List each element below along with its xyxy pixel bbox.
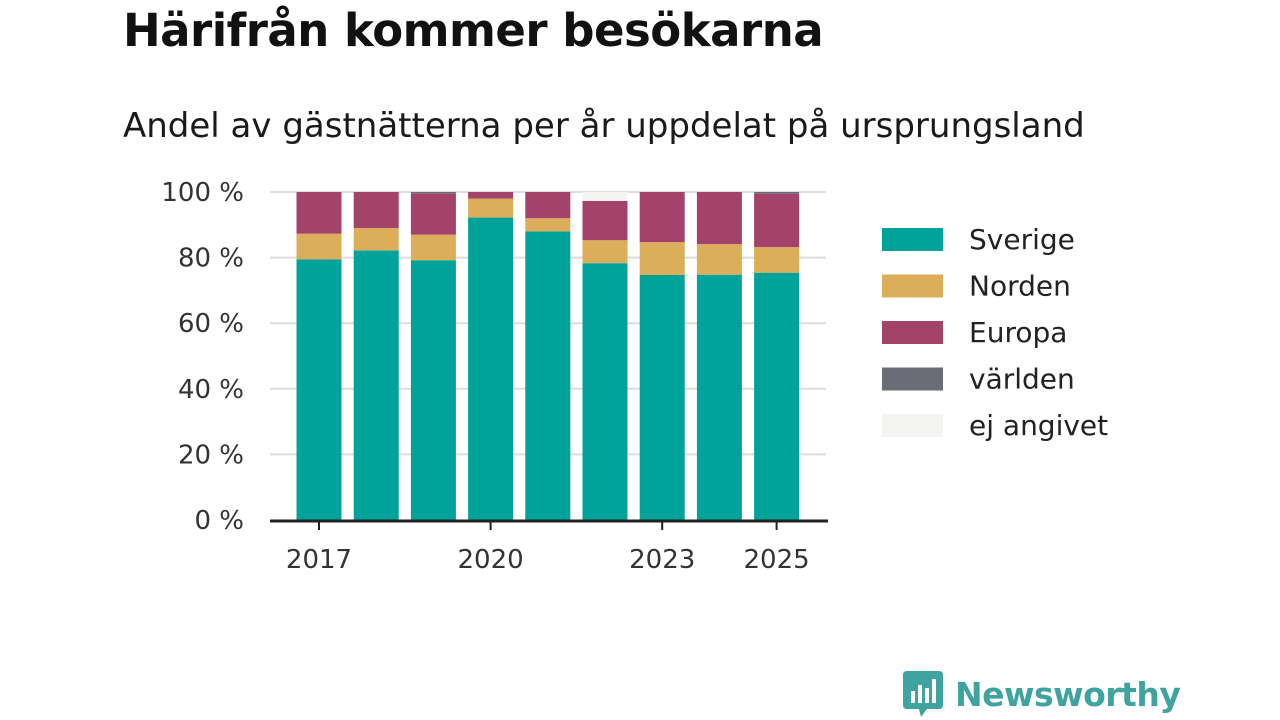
bar-segment — [525, 192, 571, 219]
brand-name: Newsworthy — [955, 674, 1181, 714]
x-tick-label: 2023 — [629, 545, 695, 575]
bar-segment — [582, 263, 628, 520]
bar-segment — [468, 217, 514, 521]
bar-segment — [410, 234, 456, 261]
chart-title: Härifrån kommer besökarna — [123, 4, 824, 57]
bar-segment — [353, 192, 399, 229]
bar-segment — [410, 192, 456, 194]
legend-swatch — [882, 321, 943, 344]
legend-swatch — [882, 367, 943, 391]
bar-segment — [639, 242, 685, 275]
stacked-bar-chart: 0 % 20 % 40 % 60 % 80 % 100 % 2017 2020 2023 2025… — [161, 178, 1108, 575]
bar-segment — [468, 192, 514, 199]
legend-label: Europa — [969, 316, 1067, 349]
bar-segment — [296, 192, 342, 234]
y-tick-label: 80 % — [178, 244, 244, 274]
bar-segment — [639, 192, 685, 243]
legend-swatch — [882, 274, 943, 298]
x-tick-label: 2025 — [744, 545, 810, 575]
bar-segment — [525, 218, 571, 232]
x-tick-label: 2020 — [458, 545, 524, 575]
y-tick-label: 60 % — [178, 309, 244, 339]
newsworthy-logo-icon — [903, 671, 943, 717]
y-tick-label: 0 % — [194, 506, 244, 536]
bar-segment — [468, 198, 514, 218]
bar-segment — [639, 274, 685, 520]
y-tick-label: 20 % — [178, 440, 244, 470]
bar-segment — [754, 247, 800, 273]
x-tick-label: 2017 — [286, 545, 352, 575]
legend-swatch — [882, 228, 943, 251]
legend: Sverige Norden Europa världen ej angivet — [882, 223, 1108, 442]
bar-segment — [582, 200, 628, 241]
bar-segment — [754, 193, 800, 248]
bar-segment — [696, 192, 742, 245]
bar-segment — [353, 228, 399, 251]
bar-segment — [582, 192, 628, 201]
bar-segment — [696, 274, 742, 520]
bar-segment — [410, 193, 456, 235]
axes: 0 % 20 % 40 % 60 % 80 % 100 % 2017 2020 2023 2025 — [161, 178, 828, 575]
bar-segment — [696, 244, 742, 275]
legend-label: Norden — [969, 270, 1071, 303]
bar-segment — [754, 192, 800, 194]
chart-subtitle: Andel av gästnätterna per år uppdelat på… — [123, 106, 1085, 146]
y-tick-label: 40 % — [178, 375, 244, 405]
newsworthy-logo: Newsworthy — [903, 671, 1181, 717]
legend-label: ej angivet — [969, 409, 1108, 442]
bar-segment — [410, 260, 456, 520]
legend-label: världen — [969, 363, 1075, 396]
bars — [296, 192, 800, 521]
bar-segment — [353, 250, 399, 520]
bar-segment — [525, 231, 571, 521]
bar-segment — [296, 259, 342, 520]
legend-swatch — [882, 414, 943, 437]
bar-segment — [296, 233, 342, 260]
y-tick-label: 100 % — [161, 178, 244, 208]
legend-label: Sverige — [969, 223, 1075, 256]
bar-segment — [582, 240, 628, 264]
bar-segment — [754, 272, 800, 520]
